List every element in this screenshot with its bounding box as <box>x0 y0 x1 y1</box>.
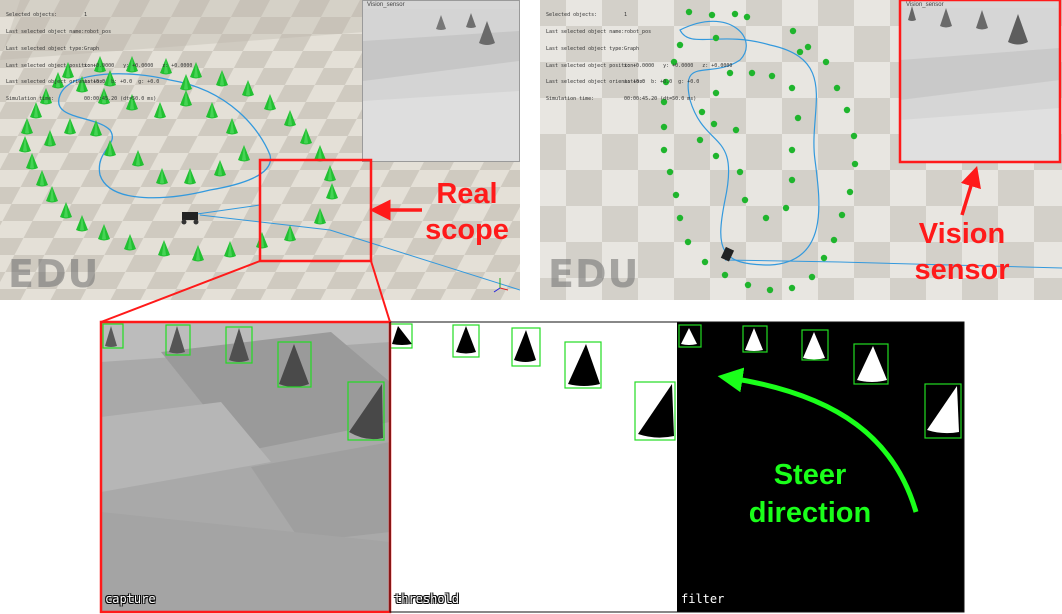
info-value: 1 <box>624 12 628 19</box>
info-value: Graph <box>624 45 640 52</box>
info-key: Last selected object position: <box>546 62 637 69</box>
info-key: Last selected object orientation: <box>546 79 646 86</box>
steer-annotation: Steer direction <box>740 456 880 532</box>
info-value: 00:00:45.20 (dt=50.0 ms) <box>624 96 697 103</box>
info-key: Last selected object name: <box>546 28 625 35</box>
left-info-overlay: Selected objects: 1 Last selected object … <box>6 2 192 114</box>
info-key: Simulation time: <box>546 96 595 103</box>
right-vision-view <box>900 6 1060 162</box>
robot-icon <box>181 212 199 225</box>
info-key: Last selected object position: <box>6 62 97 69</box>
info-value: robot_pos <box>624 28 652 35</box>
threshold-image <box>390 322 677 612</box>
capture-panel: capture <box>101 322 390 612</box>
right-vision-sensor-window[interactable]: Vision_sensor <box>900 0 1060 162</box>
steer-line2: direction <box>748 497 872 529</box>
vision-sensor-line1: Vision <box>918 218 1006 250</box>
edu-watermark: EDU <box>548 252 640 296</box>
info-key: Last selected object name: <box>6 28 85 35</box>
edu-watermark: EDU <box>8 252 100 296</box>
info-key: Selected objects: <box>6 12 58 19</box>
capture-label: capture <box>105 592 156 606</box>
real-scope-line2: scope <box>425 214 509 246</box>
info-value: x: +0.0000 y: +0.0000 z: +0.0000 <box>84 62 193 69</box>
real-scope-annotation: Real scope <box>425 176 509 248</box>
vision-sensor-annotation: Vision sensor <box>904 216 1020 288</box>
threshold-label: threshold <box>394 592 460 606</box>
left-vision-view <box>363 9 519 161</box>
axis-gizmo-icon <box>493 278 509 293</box>
info-key: Simulation time: <box>6 96 55 103</box>
vision-window-title: Vision_sensor <box>367 2 405 8</box>
filter-label: filter <box>681 592 725 606</box>
left-simulation-view[interactable]: Selected objects: 1 Last selected object … <box>0 0 520 300</box>
vision-sensor-line2: sensor <box>914 254 1010 286</box>
info-value: Graph <box>84 45 100 52</box>
info-value: a: +0.0 b: +0.0 g: +0.0 <box>624 79 700 86</box>
info-value: x: +0.0000 y: +0.0000 z: +0.0000 <box>624 62 733 69</box>
info-key: Selected objects: <box>546 12 598 19</box>
right-info-overlay: Selected objects: 1 Last selected object … <box>546 2 732 114</box>
info-value: a: +0.0 b: +0.0 g: +0.0 <box>84 79 160 86</box>
steer-line1: Steer <box>773 459 847 491</box>
info-key: Last selected object type: <box>6 45 85 52</box>
real-scope-line1: Real <box>436 178 498 210</box>
info-value: 1 <box>84 12 88 19</box>
capture-image <box>101 322 390 612</box>
cone-markers <box>660 8 859 294</box>
threshold-panel: threshold <box>390 322 677 612</box>
info-key: Last selected object orientation: <box>6 79 106 86</box>
robot-icon <box>720 246 735 262</box>
left-vision-sensor-window[interactable]: Vision_sensor <box>362 0 520 162</box>
info-value: robot_pos <box>84 28 112 35</box>
info-key: Last selected object type: <box>546 45 625 52</box>
info-value: 00:00:45.20 (dt=50.0 ms) <box>84 96 157 103</box>
